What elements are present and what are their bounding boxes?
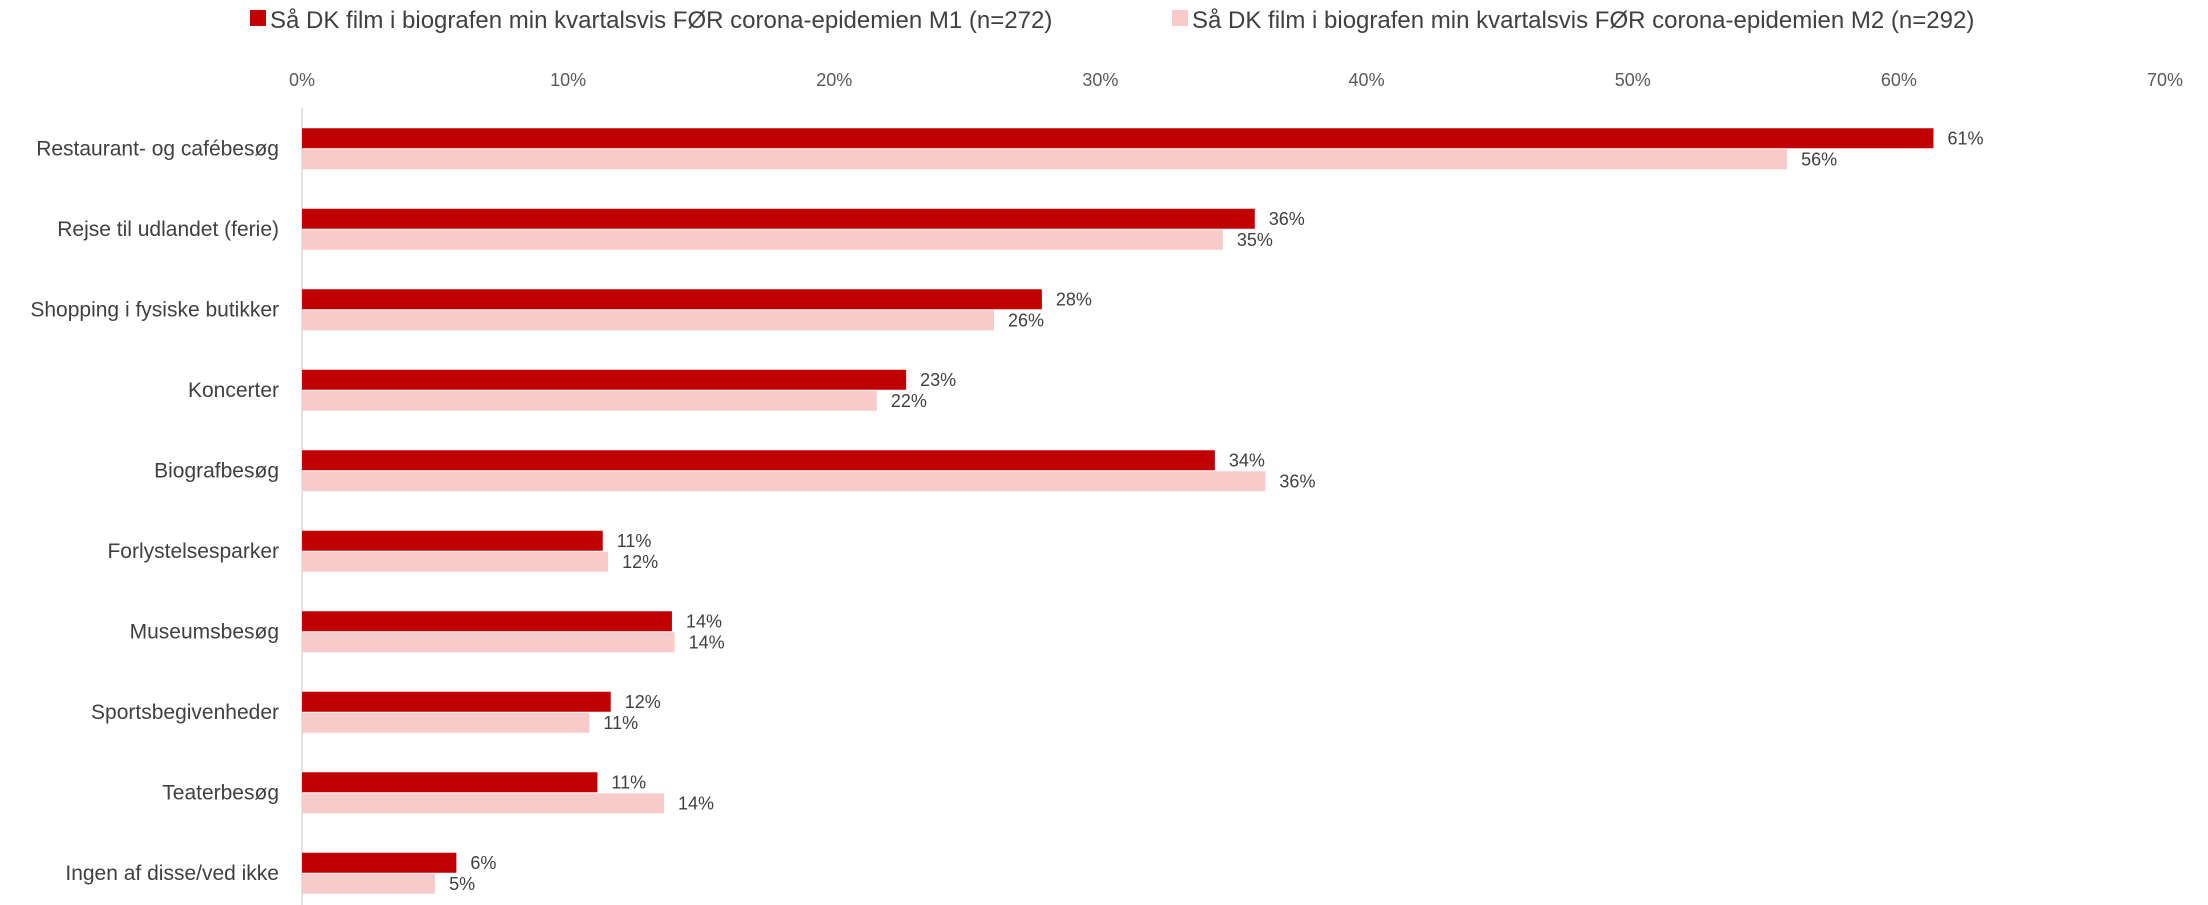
bar-m1 <box>302 530 603 551</box>
x-tick-label: 50% <box>1615 70 1651 90</box>
bar-m2 <box>302 793 664 814</box>
data-label: 56% <box>1801 149 1837 169</box>
bar-m1 <box>302 611 672 632</box>
bar-m2 <box>302 149 1788 170</box>
data-label: 6% <box>470 853 496 873</box>
x-tick-label: 30% <box>1082 70 1118 90</box>
category-label: Koncerter <box>188 379 279 402</box>
bar-m1 <box>302 128 1934 149</box>
x-tick-label: 40% <box>1349 70 1385 90</box>
data-label: 5% <box>449 874 475 894</box>
x-tick-label: 10% <box>550 70 586 90</box>
bar-m2 <box>302 471 1266 492</box>
data-label: 11% <box>603 713 638 733</box>
data-label: 22% <box>891 391 927 411</box>
data-label: 35% <box>1237 230 1273 250</box>
legend-swatch-m2 <box>1172 10 1188 26</box>
bar-m1 <box>302 772 598 793</box>
x-tick-label: 20% <box>816 70 852 90</box>
data-label: 26% <box>1008 310 1044 330</box>
bar-m2 <box>302 551 609 572</box>
bar-m2 <box>302 632 675 653</box>
category-label: Teaterbesøg <box>162 781 279 804</box>
data-label: 34% <box>1229 450 1265 470</box>
category-label: Restaurant- og cafébesøg <box>36 137 279 160</box>
data-label: 11% <box>617 531 652 551</box>
x-tick-label: 60% <box>1881 70 1917 90</box>
bar-m2 <box>302 390 877 411</box>
data-label: 61% <box>1947 128 1983 148</box>
bar-m1 <box>302 289 1042 310</box>
bar-m1 <box>302 450 1215 471</box>
category-label: Rejse til udlandet (ferie) <box>57 218 279 241</box>
bar-m1 <box>302 369 907 390</box>
legend-label-m2: Så DK film i biografen min kvartalsvis F… <box>1192 7 1974 34</box>
category-label: Ingen af disse/ved ikke <box>65 862 279 885</box>
legend-label-m1: Så DK film i biografen min kvartalsvis F… <box>270 7 1052 34</box>
category-label: Museumsbesøg <box>130 620 279 643</box>
bars: 61%56%36%35%28%26%23%22%34%36%11%12%14%1… <box>302 128 1983 894</box>
data-label: 14% <box>686 611 722 631</box>
bar-m1 <box>302 691 611 712</box>
category-label: Sportsbegivenheder <box>91 701 279 724</box>
bar-m2 <box>302 873 436 894</box>
data-label: 36% <box>1279 471 1315 491</box>
x-axis: 0% 10% 20% 30% 40% 50% 60% 70% <box>289 70 2183 90</box>
category-label: Forlystelsesparker <box>107 540 279 563</box>
bar-m1 <box>302 852 457 873</box>
bar-m2 <box>302 229 1223 250</box>
data-label: 28% <box>1056 289 1092 309</box>
data-label: 23% <box>920 370 956 390</box>
data-label: 12% <box>622 552 658 572</box>
category-label: Biografbesøg <box>154 459 279 482</box>
x-tick-label: 70% <box>2147 70 2183 90</box>
x-tick-label: 0% <box>289 70 315 90</box>
legend: Så DK film i biografen min kvartalsvis F… <box>250 7 1974 34</box>
data-label: 36% <box>1269 209 1305 229</box>
data-label: 14% <box>689 632 725 652</box>
bar-m1 <box>302 208 1255 229</box>
data-label: 12% <box>625 692 661 712</box>
data-label: 11% <box>611 772 646 792</box>
data-label: 14% <box>678 793 714 813</box>
bar-m2 <box>302 712 590 733</box>
category-label: Shopping i fysiske butikker <box>30 298 279 321</box>
legend-swatch-m1 <box>250 10 266 26</box>
bar-m2 <box>302 310 994 331</box>
category-labels: Restaurant- og cafébesøg Rejse til udland… <box>30 137 279 885</box>
